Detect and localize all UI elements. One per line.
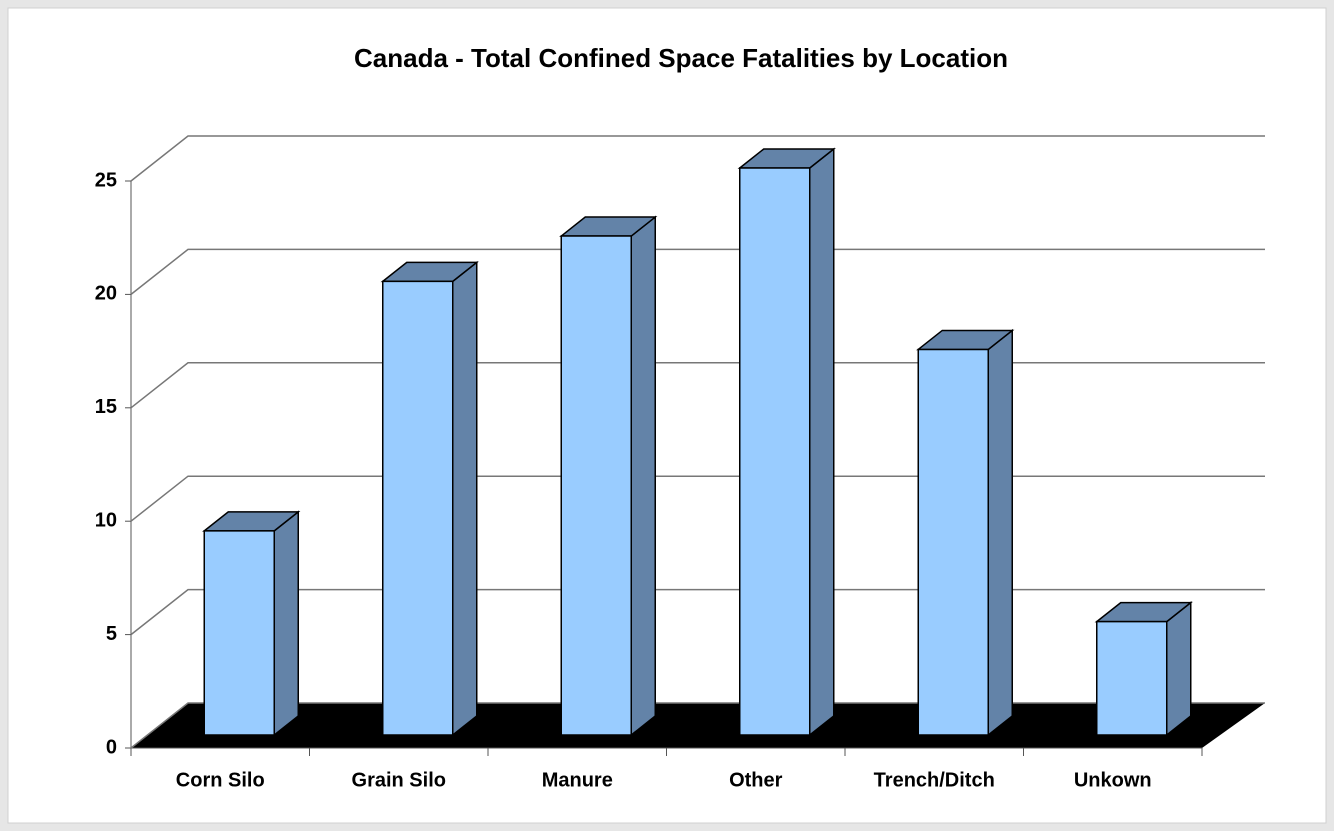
bar-front	[560, 235, 632, 736]
bar-front	[382, 280, 454, 736]
grid-line	[130, 248, 1265, 295]
y-tick-label: 10	[95, 509, 117, 531]
grid-line	[130, 135, 1265, 182]
bar-side	[452, 260, 478, 737]
bar-side	[809, 147, 835, 737]
x-tick-label: Grain Silo	[352, 769, 446, 791]
bar-side	[630, 215, 656, 737]
bar-side	[987, 328, 1013, 737]
x-tick-label: Unkown	[1074, 769, 1152, 791]
bar-front	[203, 530, 275, 736]
bar-front	[1096, 620, 1168, 736]
grid-line	[130, 702, 1265, 749]
x-tick-label: Manure	[542, 769, 613, 791]
bar	[1094, 601, 1193, 737]
y-tick-label: 5	[106, 623, 117, 645]
bar-side	[1166, 601, 1192, 737]
x-tick-label: Trench/Ditch	[874, 769, 995, 791]
grid-line	[130, 588, 1265, 636]
bar-side	[273, 510, 299, 737]
x-tick-label: Other	[729, 769, 783, 791]
bar	[737, 147, 836, 737]
chart-title: Canada - Total Confined Space Fatalities…	[354, 43, 1008, 73]
bar-front	[917, 348, 989, 736]
bar	[559, 215, 658, 737]
bar	[380, 260, 479, 737]
bar	[916, 328, 1015, 737]
bar-front	[739, 167, 811, 736]
x-tick-label: Corn Silo	[176, 769, 265, 791]
y-tick-label: 0	[106, 736, 117, 758]
bar	[202, 510, 301, 737]
y-tick-label: 25	[95, 169, 117, 191]
y-tick-label: 15	[95, 396, 117, 418]
grid-line	[130, 475, 1265, 522]
y-tick-label: 20	[95, 283, 117, 305]
grid-line	[130, 362, 1265, 409]
floor	[131, 703, 1265, 748]
